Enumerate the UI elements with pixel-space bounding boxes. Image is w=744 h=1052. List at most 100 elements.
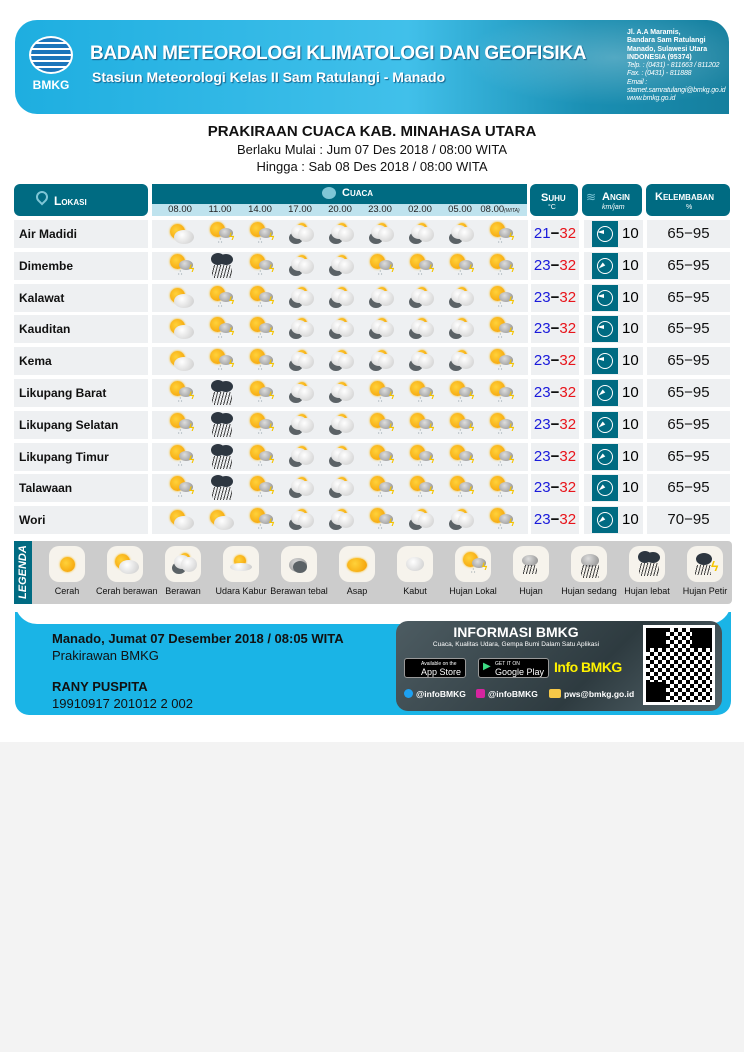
location-pin-icon [33, 188, 51, 206]
local-rain-icon: ϟ ∴ [480, 347, 520, 375]
column-header-angin: ≋ Angin km/jam [582, 184, 642, 216]
wind: 10 [584, 220, 643, 248]
wind-direction-icon [592, 411, 618, 438]
location-name: Dimembe [14, 251, 148, 280]
email-link[interactable]: pws@bmkg.go.id [549, 689, 634, 699]
local-rain-icon: ϟ ∴ [480, 474, 520, 502]
heavy-rain-icon [200, 443, 240, 471]
table-row: Wori ϟ ∴ ϟ ∴ ϟ ∴ 23−32 10 70−95 [14, 506, 730, 535]
local-rain-icon: ϟ ∴ [480, 315, 520, 343]
wind: 10 [584, 315, 643, 344]
issue-date: Manado, Jumat 07 Desember 2018 / 08:05 W… [52, 631, 344, 646]
table-row: Kauditan ϟ ∴ ϟ ∴ ϟ ∴ 23−32 10 65−95 [14, 315, 730, 344]
location-name: Kauditan [14, 315, 148, 344]
local-rain-icon: ϟ ∴ [400, 252, 440, 280]
page-title: PRAKIRAAN CUACA KAB. MINAHASA UTARA [207, 123, 537, 140]
legend-item: Hujan [502, 546, 560, 596]
wind: 10 [584, 283, 643, 312]
instagram-icon [476, 689, 485, 698]
local-rain-icon: ϟ ∴ [240, 474, 280, 502]
cloudy-icon [360, 315, 400, 343]
twitter-link[interactable]: @infoBMKG [404, 689, 466, 699]
cloudy-icon [320, 220, 360, 248]
humidity: 65−95 [647, 410, 730, 439]
valid-to: Hingga : Sab 08 Des 2018 / 08:00 WITA [256, 159, 488, 174]
forecast-sheet: BMKG BADAN METEOROLOGI KLIMATOLOGI DAN G… [0, 0, 744, 742]
fog-icon [395, 550, 435, 578]
cloudy-icon [320, 411, 360, 439]
cloudy-icon [440, 220, 480, 248]
app-store-button[interactable]: Available on the App Store [404, 658, 467, 678]
wind: 10 [584, 410, 643, 439]
local-rain-icon: ϟ ∴ [480, 220, 520, 248]
cloudy-icon [163, 550, 203, 578]
humidity: 65−95 [647, 283, 730, 312]
temperature: 23−32 [531, 347, 579, 376]
thunderstorm-icon: ϟ [685, 550, 725, 578]
cloudy-icon [400, 284, 440, 312]
header-banner: BMKG BADAN METEOROLOGI KLIMATOLOGI DAN G… [15, 20, 729, 114]
legend-item: Asap [328, 546, 386, 596]
local-rain-icon: ϟ ∴ [400, 474, 440, 502]
heavy-rain-icon [627, 550, 667, 578]
org-name: BADAN METEOROLOGI KLIMATOLOGI DAN GEOFIS… [90, 43, 587, 64]
local-rain-icon: ϟ ∴ [360, 443, 400, 471]
cloudy-icon [320, 443, 360, 471]
local-rain-icon: ϟ ∴ [240, 379, 280, 407]
cloudy-icon [320, 474, 360, 502]
forecaster-role: Prakirawan BMKG [52, 648, 159, 663]
weather-icon [322, 187, 336, 199]
weather-cells: ϟ ∴ ϟ ∴ ϟ ∴ [152, 283, 528, 312]
local-rain-icon: ϟ ∴ [360, 506, 400, 534]
wind: 10 [584, 347, 643, 376]
partly-cloudy-icon [160, 284, 200, 312]
temperature: 23−32 [531, 379, 579, 407]
heavy-rain-icon [200, 379, 240, 407]
moderate-rain-icon [569, 550, 609, 578]
legend-item: Cerah [38, 546, 96, 596]
location-name: Kalawat [14, 283, 148, 312]
map-graphic [435, 20, 729, 114]
instagram-link[interactable]: @infoBMKG [476, 689, 538, 699]
wind: 10 [584, 474, 643, 503]
forecaster-nip: 19910917 201012 2 002 [52, 696, 193, 711]
cloudy-icon [440, 347, 480, 375]
local-rain-icon: ϟ ∴ [160, 443, 200, 471]
humidity: 65−95 [647, 379, 730, 407]
smoke-icon [337, 550, 377, 578]
local-rain-icon: ϟ ∴ [240, 284, 280, 312]
google-play-button[interactable]: ▶ GET IT ON Google Play [478, 658, 550, 678]
wind-direction-icon [592, 380, 618, 406]
heavy-rain-icon [200, 411, 240, 439]
cloudy-icon [400, 506, 440, 534]
cloudy-icon [280, 411, 320, 439]
wind: 10 [584, 506, 643, 535]
bmkg-logo: BMKG [27, 36, 75, 98]
partly-cloudy-icon [160, 347, 200, 375]
legend-item: ϟ ∴ Hujan Lokal [444, 546, 502, 596]
local-rain-icon: ϟ ∴ [200, 220, 240, 248]
location-name: Likupang Selatan [14, 410, 148, 439]
local-rain-icon: ϟ ∴ [480, 284, 520, 312]
local-rain-icon: ϟ ∴ [200, 315, 240, 343]
local-rain-icon: ϟ ∴ [160, 379, 200, 407]
table-row: Kema ϟ ∴ ϟ ∴ ϟ ∴ 23−32 10 65−95 [14, 347, 730, 376]
local-rain-icon: ϟ ∴ [360, 379, 400, 407]
wind-direction-icon [592, 475, 618, 502]
table-row: Likupang Timur ϟ ∴ ϟ ∴ ϟ ∴ ϟ ∴ ϟ ∴ ϟ ∴ 23−32 10 65−… [14, 442, 730, 471]
partly-cloudy-icon [160, 506, 200, 534]
cloudy-icon [320, 284, 360, 312]
temperature: 23−32 [531, 251, 579, 280]
location-name: Kema [14, 347, 148, 376]
cloudy-icon [280, 379, 320, 407]
twitter-icon [404, 689, 413, 698]
wind-direction-icon [592, 252, 618, 279]
temperature: 23−32 [531, 506, 579, 535]
humidity: 65−95 [647, 347, 730, 376]
cloudy-icon [360, 284, 400, 312]
local-rain-icon: ϟ ∴ [440, 379, 480, 407]
humidity: 65−95 [647, 442, 730, 471]
weather-cells: ϟ ∴ ϟ ∴ ϟ ∴ ϟ ∴ ϟ ∴ ϟ ∴ [152, 379, 528, 407]
local-rain-icon: ϟ ∴ [440, 252, 480, 280]
local-rain-icon: ϟ ∴ [240, 506, 280, 534]
